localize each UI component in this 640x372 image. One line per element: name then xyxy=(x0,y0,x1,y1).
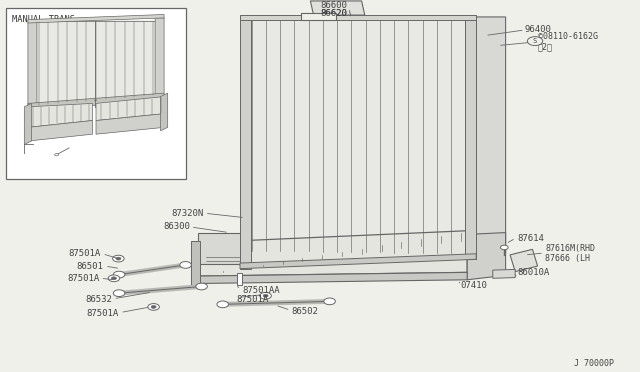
Circle shape xyxy=(324,298,335,305)
Circle shape xyxy=(113,290,125,296)
Text: 86620: 86620 xyxy=(321,9,348,19)
Polygon shape xyxy=(198,231,467,276)
Text: 07410: 07410 xyxy=(461,281,488,290)
Polygon shape xyxy=(467,232,506,280)
Polygon shape xyxy=(310,1,365,15)
Text: J 70000P: J 70000P xyxy=(575,359,614,368)
Polygon shape xyxy=(246,17,470,266)
Polygon shape xyxy=(28,103,92,127)
Text: 87501A: 87501A xyxy=(67,274,99,283)
Polygon shape xyxy=(198,232,246,264)
Circle shape xyxy=(113,255,124,262)
Text: 87501AA: 87501AA xyxy=(242,286,280,295)
Text: ©08110-6162G
（2）: ©08110-6162G （2） xyxy=(538,32,598,52)
Polygon shape xyxy=(240,16,251,269)
Circle shape xyxy=(111,277,116,280)
Polygon shape xyxy=(240,254,476,269)
Circle shape xyxy=(217,301,228,308)
FancyBboxPatch shape xyxy=(301,13,336,20)
Circle shape xyxy=(196,283,207,290)
Polygon shape xyxy=(237,273,242,285)
Polygon shape xyxy=(28,93,164,110)
Text: 96400: 96400 xyxy=(525,25,552,35)
Circle shape xyxy=(180,262,191,268)
Text: 86501: 86501 xyxy=(77,262,104,270)
Text: 86600: 86600 xyxy=(321,1,348,10)
Circle shape xyxy=(500,245,508,250)
Polygon shape xyxy=(24,103,31,144)
Polygon shape xyxy=(191,241,200,286)
Text: 86620: 86620 xyxy=(321,9,348,19)
Circle shape xyxy=(116,257,121,260)
Text: 87614: 87614 xyxy=(517,234,544,243)
Text: 86300: 86300 xyxy=(163,222,190,231)
Circle shape xyxy=(263,294,268,297)
Circle shape xyxy=(108,275,120,282)
Polygon shape xyxy=(465,16,476,259)
Text: MANUAL TRANS: MANUAL TRANS xyxy=(12,15,74,24)
Polygon shape xyxy=(198,272,467,283)
Circle shape xyxy=(151,305,156,308)
Text: 87616M(RHD
87666 (LH: 87616M(RHD 87666 (LH xyxy=(545,244,595,263)
Polygon shape xyxy=(28,121,92,141)
Circle shape xyxy=(148,304,159,310)
Polygon shape xyxy=(155,18,164,98)
Polygon shape xyxy=(470,17,506,259)
FancyBboxPatch shape xyxy=(6,8,186,179)
Circle shape xyxy=(113,271,125,278)
Text: 87501A: 87501A xyxy=(69,249,101,258)
Polygon shape xyxy=(240,15,476,20)
Polygon shape xyxy=(96,97,164,121)
Text: 87320N: 87320N xyxy=(172,209,204,218)
Circle shape xyxy=(260,292,271,299)
Text: S: S xyxy=(533,38,537,44)
Text: 86532: 86532 xyxy=(85,295,112,304)
Polygon shape xyxy=(510,249,538,272)
Text: 87501A: 87501A xyxy=(237,295,269,304)
Polygon shape xyxy=(493,269,515,278)
Text: 86502: 86502 xyxy=(291,307,318,316)
Text: 86010A: 86010A xyxy=(517,268,549,277)
Polygon shape xyxy=(161,93,168,131)
Polygon shape xyxy=(96,114,164,134)
Circle shape xyxy=(54,154,58,156)
Circle shape xyxy=(527,36,543,45)
Polygon shape xyxy=(33,21,159,107)
Polygon shape xyxy=(28,21,37,110)
Polygon shape xyxy=(28,15,164,23)
Text: 87501A: 87501A xyxy=(86,309,118,318)
